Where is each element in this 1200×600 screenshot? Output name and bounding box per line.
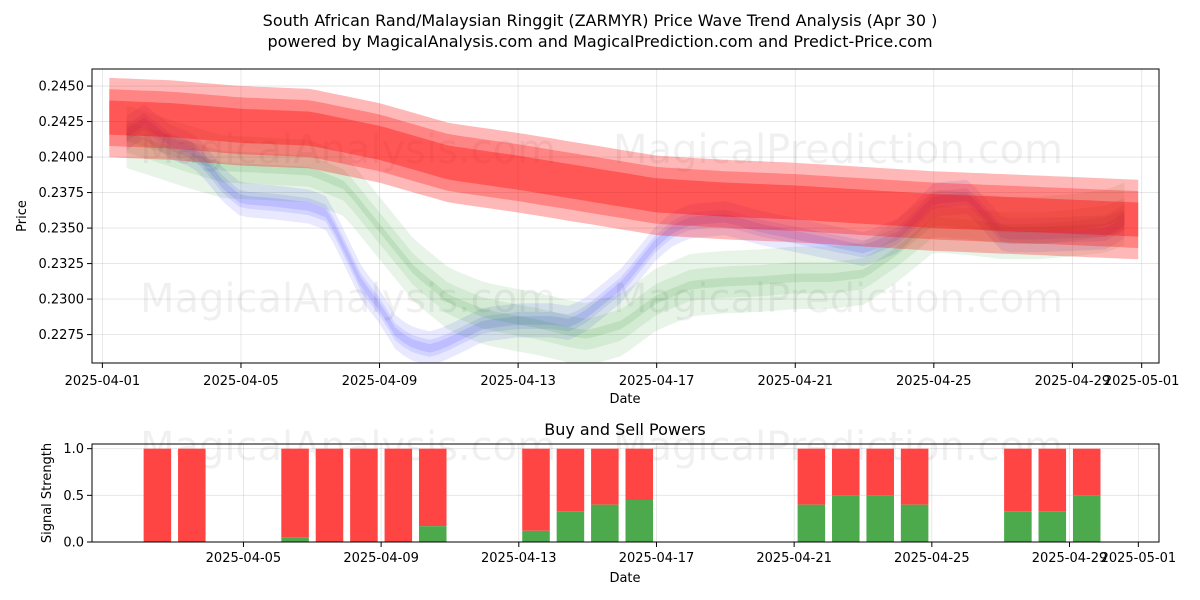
price-y-tick-label: 0.2275 [39, 328, 85, 343]
price-plot-frame [91, 68, 1160, 364]
price-y-tick-label: 0.2425 [39, 115, 85, 130]
sell-power-bar [418, 448, 447, 527]
sell-power-bar [556, 448, 585, 512]
signal-x-tick-label: 2025-05-01 [1101, 551, 1177, 566]
signal-x-tick-label: 2025-04-29 [1032, 551, 1108, 566]
signal-chart-title: Buy and Sell Powers [544, 420, 706, 439]
price-x-tick-label: 2025-04-05 [203, 374, 279, 389]
price-bands [109, 77, 1139, 363]
price-x-tick-label: 2025-04-21 [757, 374, 833, 389]
watermark: MagicalAnalysis.com [140, 276, 556, 322]
green-wave-band [126, 105, 1125, 363]
buy-power-bar [281, 537, 309, 542]
signal-y-ticks: 0.0 0.5 1.0 [63, 442, 92, 551]
sell-power-bar [522, 448, 550, 531]
signal-y-tick-label: 1.0 [63, 442, 84, 457]
price-x-tick-label: 2025-05-01 [1104, 374, 1180, 389]
price-x-ticks: 2025-04-01 2025-04-05 2025-04-09 2025-04-13… [65, 363, 1180, 389]
buy-power-bar [591, 504, 619, 542]
sell-power-bar [315, 448, 344, 542]
red-trend-band [109, 100, 1139, 237]
sell-power-bar [1004, 448, 1032, 512]
price-y-ticks: 0.2275 0.2300 0.2325 0.2350 0.2375 0.2400 0.24… [39, 80, 92, 343]
sell-power-bar [866, 448, 894, 496]
signal-y-tick-label: 0.5 [63, 489, 84, 504]
red-trend-band [109, 77, 1139, 260]
price-plot-background [92, 69, 1159, 363]
watermark: MagicalPrediction.com [613, 276, 1063, 322]
signal-x-tick-label: 2025-04-21 [756, 551, 832, 566]
price-x-tick-label: 2025-04-25 [896, 374, 972, 389]
buy-power-bar [418, 526, 447, 542]
sell-power-bar [384, 448, 413, 542]
signal-watermarks: MagicalAnalysis.com MagicalPrediction.com [140, 424, 1063, 470]
price-x-tick-label: 2025-04-17 [619, 374, 695, 389]
price-x-tick-label: 2025-04-01 [65, 374, 141, 389]
sell-power-bar [281, 448, 309, 538]
signal-x-tick-label: 2025-04-17 [619, 551, 695, 566]
green-wave-band [126, 121, 1125, 350]
price-y-tick-label: 0.2375 [39, 186, 85, 201]
signal-x-axis-label: Date [609, 571, 640, 586]
price-x-tick-label: 2025-04-29 [1035, 374, 1111, 389]
price-chart: MagicalAnalysis.com MagicalPrediction.com… [15, 68, 1180, 407]
price-y-tick-label: 0.2300 [39, 293, 85, 308]
sell-power-bar [797, 448, 826, 505]
signal-bars [143, 448, 1101, 542]
sell-power-bar [178, 448, 206, 542]
watermark: MagicalPrediction.com [613, 127, 1063, 173]
red-trend-band [109, 89, 1139, 248]
sell-power-bar [143, 448, 172, 542]
price-watermarks: MagicalAnalysis.com MagicalPrediction.com… [140, 127, 1063, 322]
price-y-tick-label: 0.2400 [39, 151, 85, 166]
signal-y-axis-label: Signal Strength [40, 443, 55, 543]
price-y-axis-label: Price [15, 200, 30, 232]
buy-power-bar [1004, 511, 1032, 542]
buy-power-bar [522, 530, 550, 542]
buy-power-bar [1072, 495, 1101, 542]
price-x-tick-label: 2025-04-09 [342, 374, 418, 389]
sell-power-bar [1072, 448, 1101, 496]
signal-x-tick-label: 2025-04-05 [206, 551, 282, 566]
buy-power-bar [556, 511, 585, 542]
price-grid [92, 69, 1159, 363]
price-x-axis-label: Date [609, 392, 640, 407]
buy-power-bar [832, 495, 860, 542]
chart-title-line1: South African Rand/Malaysian Ringgit (ZA… [263, 11, 938, 30]
price-y-tick-label: 0.2350 [39, 222, 85, 237]
price-x-tick-label: 2025-04-13 [480, 374, 556, 389]
buy-power-bar [797, 504, 826, 542]
buy-power-bar [866, 495, 894, 542]
sell-power-bar [900, 448, 929, 505]
signal-x-tick-label: 2025-04-09 [343, 551, 419, 566]
blue-wave-band [126, 104, 1125, 363]
watermark: MagicalAnalysis.com [140, 424, 556, 470]
buy-power-bar [625, 500, 654, 542]
watermark: MagicalAnalysis.com [140, 127, 556, 173]
signal-chart: Buy and Sell Powers MagicalAnalysis.com M… [40, 420, 1176, 586]
signal-x-ticks: 2025-04-05 2025-04-09 2025-04-13 2025-04-17… [206, 542, 1176, 566]
sell-power-bar [591, 448, 619, 505]
price-y-tick-label: 0.2450 [39, 80, 85, 95]
blue-wave-band [126, 113, 1125, 357]
buy-power-bar [900, 504, 929, 542]
sell-power-bar [1038, 448, 1067, 512]
signal-x-tick-label: 2025-04-25 [894, 551, 970, 566]
sell-power-bar [625, 448, 654, 500]
price-y-tick-label: 0.2325 [39, 257, 85, 272]
signal-x-tick-label: 2025-04-13 [481, 551, 557, 566]
sell-power-bar [350, 448, 378, 542]
chart-title-line2: powered by MagicalAnalysis.com and Magic… [267, 32, 932, 51]
buy-power-bar [1038, 511, 1067, 542]
signal-plot-frame [91, 443, 1160, 543]
sell-power-bar [832, 448, 860, 496]
signal-y-tick-label: 0.0 [63, 536, 84, 551]
